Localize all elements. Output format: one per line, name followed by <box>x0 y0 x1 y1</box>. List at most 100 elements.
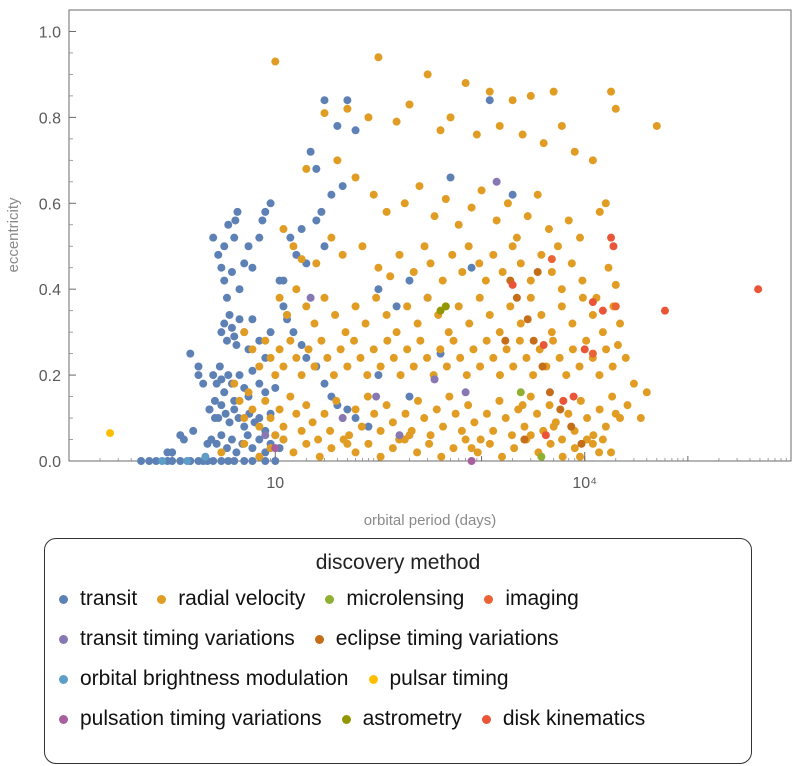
data-point <box>481 276 490 285</box>
data-point <box>271 444 280 453</box>
data-point <box>580 345 589 354</box>
data-point <box>351 126 360 135</box>
data-point <box>629 379 638 388</box>
data-point <box>383 336 392 345</box>
data-point <box>374 263 383 272</box>
data-point <box>578 293 587 302</box>
data-point <box>559 396 568 405</box>
legend: discovery method transit radial velocity m… <box>44 538 752 764</box>
legend-label: microlensing <box>346 587 465 610</box>
data-point <box>526 392 535 401</box>
data-point <box>275 293 284 302</box>
data-point <box>217 263 226 272</box>
data-point <box>623 401 632 410</box>
data-point <box>275 345 284 354</box>
data-point <box>539 341 548 350</box>
data-point <box>176 431 185 440</box>
data-point <box>382 401 391 410</box>
data-point <box>214 414 223 423</box>
data-point <box>279 435 288 444</box>
data-point <box>492 177 501 186</box>
legend-item: transit <box>59 587 137 611</box>
data-point <box>462 371 471 380</box>
data-point <box>220 276 229 285</box>
data-point <box>235 396 244 405</box>
data-point <box>652 121 661 130</box>
data-point <box>564 409 573 418</box>
data-point <box>386 272 395 281</box>
data-point <box>258 216 267 225</box>
data-point <box>227 435 236 444</box>
data-point <box>310 362 319 371</box>
data-point <box>611 104 620 113</box>
data-point <box>537 250 546 259</box>
data-point <box>444 328 453 337</box>
data-point <box>266 328 275 337</box>
data-point <box>283 310 292 319</box>
data-point <box>323 353 332 362</box>
data-point <box>485 439 494 448</box>
data-point <box>526 91 535 100</box>
data-point <box>217 375 226 384</box>
data-point <box>588 439 597 448</box>
data-point <box>409 362 418 371</box>
data-point <box>306 147 315 156</box>
data-point <box>261 336 270 345</box>
data-point <box>369 190 378 199</box>
legend-label: orbital brightness modulation <box>80 667 349 690</box>
data-point <box>583 414 592 423</box>
data-point <box>289 328 298 337</box>
legend-row: transit timing variations eclipse timing … <box>59 627 579 651</box>
legend-label: imaging <box>505 587 579 610</box>
data-point <box>414 396 423 405</box>
data-point <box>370 409 379 418</box>
legend-label: pulsation timing variations <box>80 707 322 730</box>
data-point <box>575 452 584 461</box>
series-orbital-brightness-modulation <box>158 452 210 465</box>
legend-item: transit timing variations <box>59 627 295 651</box>
data-point <box>492 216 501 225</box>
y-tick-label: 0.2 <box>39 368 61 385</box>
data-point <box>152 457 161 465</box>
y-axis-ticks: 0.0 0.2 0.4 0.6 0.8 1.0 <box>39 24 76 471</box>
data-point <box>297 371 306 380</box>
data-point <box>255 414 264 423</box>
data-point <box>227 323 236 332</box>
data-point <box>225 310 234 319</box>
plot-frame <box>68 9 792 462</box>
data-point <box>401 409 410 418</box>
data-point <box>437 452 446 461</box>
data-point <box>541 431 550 440</box>
data-point <box>589 431 598 440</box>
data-point <box>176 457 185 465</box>
data-point <box>376 362 385 371</box>
data-point <box>351 414 360 423</box>
data-point <box>413 448 422 457</box>
legend-label: transit <box>80 587 138 610</box>
legend-label: transit timing variations <box>80 627 295 650</box>
data-point <box>292 250 301 259</box>
data-point <box>438 276 447 285</box>
data-point <box>230 457 239 465</box>
data-point <box>568 319 577 328</box>
data-point <box>255 452 264 461</box>
data-point <box>327 444 336 453</box>
y-tick-label: 1.0 <box>39 24 61 41</box>
data-point <box>382 207 391 216</box>
data-point <box>405 100 414 109</box>
data-point <box>315 452 324 461</box>
data-point <box>405 392 414 401</box>
data-point <box>395 250 404 259</box>
data-point <box>456 353 465 362</box>
data-point <box>523 212 532 221</box>
data-point <box>520 435 529 444</box>
data-point <box>533 268 542 277</box>
data-point <box>598 306 607 315</box>
data-point <box>595 405 604 414</box>
data-point <box>464 242 473 251</box>
data-point <box>537 310 546 319</box>
y-axis-label: eccentricity <box>5 197 22 273</box>
data-point <box>616 414 625 423</box>
data-point <box>508 190 517 199</box>
data-point <box>441 302 450 311</box>
